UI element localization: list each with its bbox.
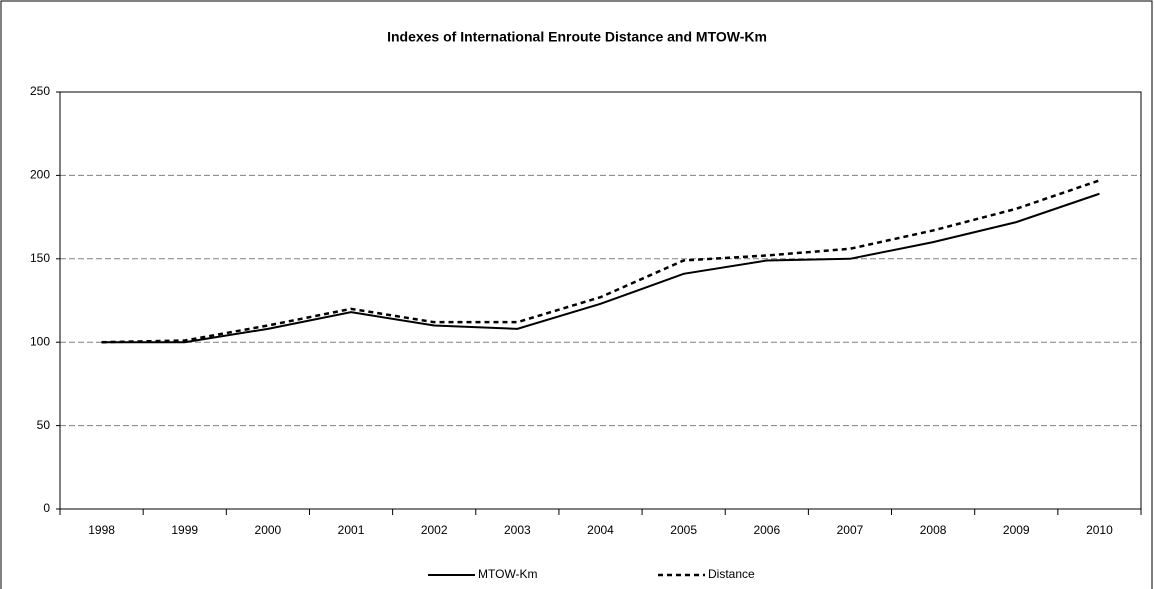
x-tick-label: 2006	[753, 523, 780, 537]
y-tick-label: 200	[30, 168, 50, 182]
chart-title: Indexes of International Enroute Distanc…	[387, 29, 767, 45]
x-tick-label: 2007	[837, 523, 864, 537]
x-tick-label: 2001	[338, 523, 365, 537]
x-tick-label: 2002	[421, 523, 448, 537]
x-tick-label: 2010	[1086, 523, 1113, 537]
series-line	[101, 179, 1100, 344]
legend-label: Distance	[708, 567, 755, 581]
plot-area	[59, 91, 1142, 510]
y-tick-label: 50	[37, 418, 51, 432]
y-tick-label: 250	[30, 84, 50, 98]
series-line	[101, 192, 1100, 344]
x-tick-label: 2009	[1003, 523, 1030, 537]
x-tick-label: 2005	[670, 523, 697, 537]
x-tick-label: 2004	[587, 523, 614, 537]
x-tick-label: 2003	[504, 523, 531, 537]
y-tick-label: 100	[30, 334, 50, 348]
y-tick-label: 150	[30, 251, 50, 265]
x-tick-label: 2000	[255, 523, 282, 537]
x-tick-label: 2008	[920, 523, 947, 537]
x-tick-label: 1998	[88, 523, 115, 537]
y-tick-label: 0	[43, 501, 50, 515]
legend-label: MTOW-Km	[478, 567, 538, 581]
x-tick-label: 1999	[171, 523, 198, 537]
